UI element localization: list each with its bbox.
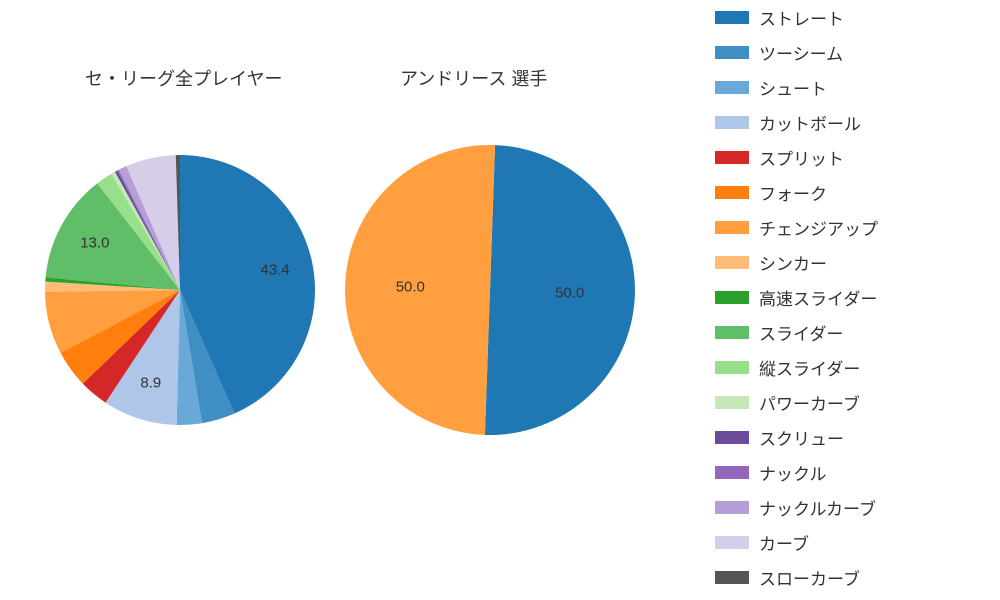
legend-label: パワーカーブ: [759, 390, 860, 415]
legend-item-curve: カーブ: [715, 525, 990, 560]
legend-label: チェンジアップ: [759, 215, 878, 240]
legend-swatch: [715, 221, 749, 234]
legend-item-knuckle: ナックル: [715, 455, 990, 490]
legend-swatch: [715, 291, 749, 304]
legend-label: スライダー: [759, 320, 843, 345]
legend-swatch: [715, 11, 749, 24]
legend-label: 縦スライダー: [759, 355, 860, 380]
legend-item-slider: スライダー: [715, 315, 990, 350]
legend-swatch: [715, 571, 749, 584]
pie-svg: [345, 145, 635, 435]
pie-value-label: 13.0: [80, 235, 109, 252]
legend-swatch: [715, 186, 749, 199]
pie-svg: [45, 155, 315, 425]
pie-value-label: 43.4: [261, 261, 290, 278]
pie-value-label: 50.0: [396, 279, 425, 296]
chart-container: 43.48.913.0セ・リーグ全プレイヤー50.050.0アンドリース 選手ス…: [0, 0, 1000, 600]
legend-item-shoot: シュート: [715, 70, 990, 105]
legend-swatch: [715, 396, 749, 409]
legend-item-v_slider: 縦スライダー: [715, 350, 990, 385]
legend-item-straight: ストレート: [715, 0, 990, 35]
legend-label: シュート: [759, 75, 827, 100]
legend-item-two_seam: ツーシーム: [715, 35, 990, 70]
chart-title-player: アンドリース 選手: [400, 65, 547, 91]
legend-label: フォーク: [759, 180, 827, 205]
legend-label: ナックル: [759, 460, 827, 485]
pie-chart-league: 43.4 8.9 13.0: [45, 155, 315, 425]
legend-swatch: [715, 326, 749, 339]
legend-item-changeup: チェンジアップ: [715, 210, 990, 245]
legend-item-sinker: シンカー: [715, 245, 990, 280]
legend-swatch: [715, 466, 749, 479]
chart-title-league: セ・リーグ全プレイヤー: [85, 65, 282, 91]
legend-swatch: [715, 81, 749, 94]
legend-item-power_curve: パワーカーブ: [715, 385, 990, 420]
legend-swatch: [715, 116, 749, 129]
legend-item-slow_curve: スローカーブ: [715, 560, 990, 595]
legend-swatch: [715, 501, 749, 514]
legend-item-fork: フォーク: [715, 175, 990, 210]
pie-value-label: 50.0: [555, 284, 584, 301]
legend-label: シンカー: [759, 250, 827, 275]
legend-label: 高速スライダー: [759, 285, 877, 310]
legend-item-cutball: カットボール: [715, 105, 990, 140]
legend-label: ストレート: [759, 5, 844, 30]
legend-item-fast_slider: 高速スライダー: [715, 280, 990, 315]
legend-label: カットボール: [759, 110, 861, 135]
legend-swatch: [715, 431, 749, 444]
legend-swatch: [715, 256, 749, 269]
pie-value-label: 8.9: [140, 374, 161, 391]
legend-label: ナックルカーブ: [759, 495, 876, 520]
legend-item-knuckle_curve: ナックルカーブ: [715, 490, 990, 525]
legend-label: スクリュー: [759, 425, 844, 450]
legend-swatch: [715, 151, 749, 164]
legend-label: カーブ: [759, 530, 809, 555]
pie-chart-player: 50.0 50.0: [345, 145, 635, 435]
legend-swatch: [715, 536, 749, 549]
legend-item-split: スプリット: [715, 140, 990, 175]
legend-swatch: [715, 46, 749, 59]
legend: ストレートツーシームシュートカットボールスプリットフォークチェンジアップシンカー…: [715, 0, 990, 595]
legend-swatch: [715, 361, 749, 374]
legend-item-screw: スクリュー: [715, 420, 990, 455]
legend-label: ツーシーム: [759, 40, 843, 65]
legend-label: スローカーブ: [759, 565, 860, 590]
legend-label: スプリット: [759, 145, 844, 170]
